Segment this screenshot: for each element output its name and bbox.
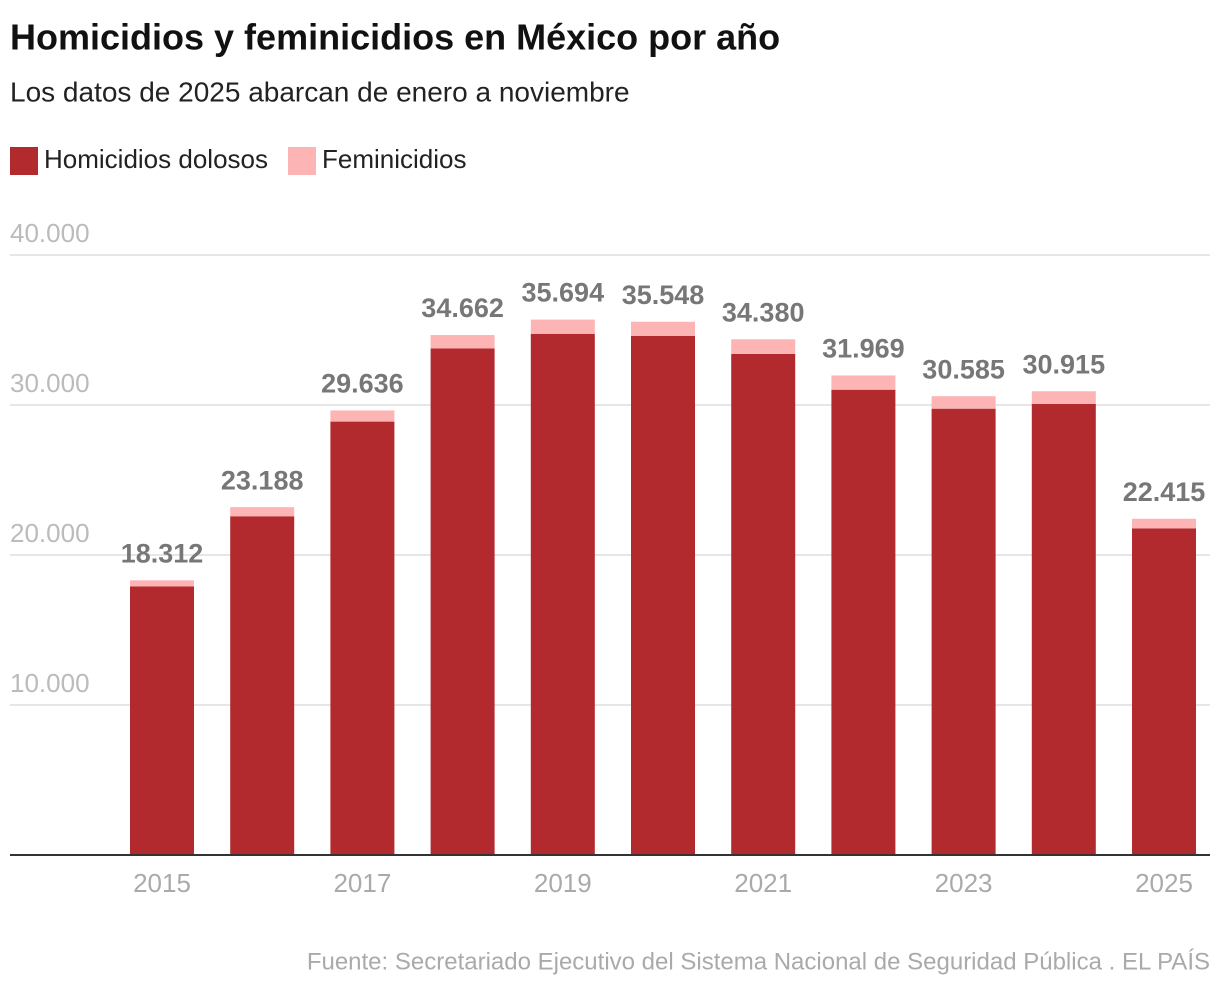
- legend-label: Feminicidios: [322, 144, 467, 174]
- x-tick-label: 2025: [1135, 868, 1193, 898]
- chart-title: Homicidios y feminicidios en México por …: [10, 17, 780, 58]
- bar-segment: [931, 408, 996, 855]
- legend-swatch: [10, 147, 38, 175]
- legend-label: Homicidios dolosos: [44, 144, 268, 174]
- total-label: 34.662: [421, 293, 504, 323]
- bar-segment: [430, 348, 495, 855]
- bar-segment: [230, 507, 295, 517]
- bar-segment: [831, 375, 896, 390]
- bar-segment: [530, 319, 595, 334]
- x-tick-label: 2021: [734, 868, 792, 898]
- bar-segment: [1031, 403, 1096, 855]
- total-label: 35.694: [522, 278, 605, 308]
- total-label: 34.380: [722, 297, 805, 327]
- total-label: 30.915: [1023, 349, 1106, 379]
- bar-segment: [631, 321, 695, 336]
- bar-segment: [1132, 528, 1196, 855]
- bar-segment: [1132, 518, 1196, 529]
- y-tick-label: 30.000: [10, 368, 90, 398]
- bar-segment: [230, 516, 295, 855]
- bar-segment: [430, 335, 495, 349]
- total-label: 23.188: [221, 465, 304, 495]
- bar-segment: [1031, 391, 1096, 404]
- x-tick-label: 2023: [935, 868, 993, 898]
- total-label: 35.548: [622, 280, 705, 310]
- bar-segment: [130, 580, 194, 587]
- bar-segment: [731, 353, 796, 855]
- bar-segment: [130, 586, 194, 855]
- y-tick-label: 20.000: [10, 518, 90, 548]
- bar-segment: [330, 410, 395, 422]
- total-label: 31.969: [822, 334, 905, 364]
- total-label: 30.585: [922, 354, 1005, 384]
- x-tick-label: 2019: [534, 868, 592, 898]
- chart-subtitle: Los datos de 2025 abarcan de enero a nov…: [10, 76, 630, 107]
- bar-segment: [931, 396, 996, 409]
- x-tick-label: 2017: [333, 868, 391, 898]
- total-label: 29.636: [321, 369, 404, 399]
- bar-segment: [530, 333, 595, 855]
- bar-segment: [631, 335, 695, 855]
- source: Fuente: Secretariado Ejecutivo del Siste…: [307, 948, 1210, 975]
- y-tick-label: 10.000: [10, 668, 90, 698]
- legend-swatch: [287, 147, 316, 175]
- total-label: 18.312: [121, 538, 204, 568]
- y-tick-label: 40.000: [10, 218, 90, 248]
- bar-segment: [731, 339, 796, 354]
- bar-segment: [330, 421, 395, 855]
- bar-segment: [831, 389, 896, 855]
- total-label: 22.415: [1123, 477, 1206, 507]
- x-tick-label: 2015: [133, 868, 191, 898]
